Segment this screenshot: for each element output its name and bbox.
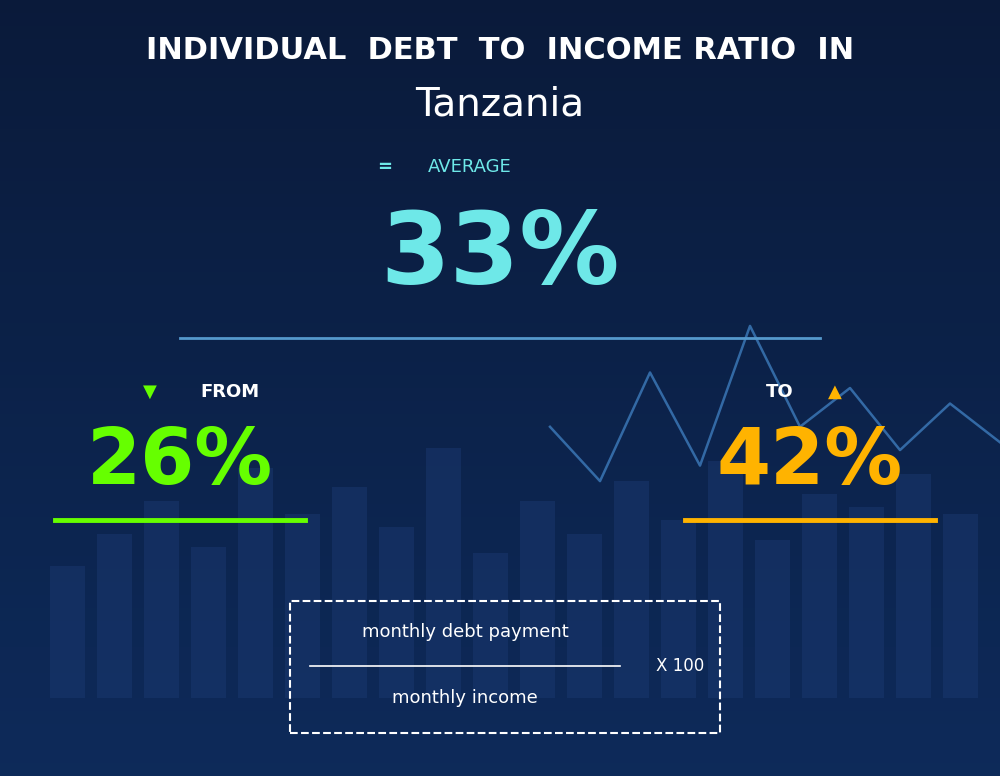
FancyBboxPatch shape — [896, 474, 931, 698]
FancyBboxPatch shape — [0, 246, 1000, 258]
FancyBboxPatch shape — [0, 0, 1000, 13]
FancyBboxPatch shape — [0, 116, 1000, 130]
FancyBboxPatch shape — [0, 530, 1000, 543]
FancyBboxPatch shape — [520, 501, 555, 698]
FancyBboxPatch shape — [0, 595, 1000, 608]
FancyBboxPatch shape — [0, 518, 1000, 530]
FancyBboxPatch shape — [708, 461, 743, 698]
FancyBboxPatch shape — [0, 556, 1000, 569]
FancyBboxPatch shape — [0, 452, 1000, 466]
FancyBboxPatch shape — [0, 220, 1000, 233]
Text: ▼: ▼ — [143, 383, 157, 401]
FancyBboxPatch shape — [0, 479, 1000, 491]
FancyBboxPatch shape — [0, 750, 1000, 763]
FancyBboxPatch shape — [0, 272, 1000, 285]
Text: 42%: 42% — [717, 424, 903, 500]
Text: Tanzania: Tanzania — [415, 86, 585, 123]
FancyBboxPatch shape — [0, 466, 1000, 479]
FancyBboxPatch shape — [755, 540, 790, 698]
FancyBboxPatch shape — [0, 646, 1000, 660]
Text: INDIVIDUAL  DEBT  TO  INCOME RATIO  IN: INDIVIDUAL DEBT TO INCOME RATIO IN — [146, 36, 854, 65]
FancyBboxPatch shape — [802, 494, 837, 698]
Text: monthly debt payment: monthly debt payment — [362, 623, 568, 642]
FancyBboxPatch shape — [144, 501, 179, 698]
FancyBboxPatch shape — [0, 724, 1000, 737]
Text: 26%: 26% — [87, 424, 273, 500]
FancyBboxPatch shape — [0, 258, 1000, 272]
FancyBboxPatch shape — [0, 155, 1000, 168]
FancyBboxPatch shape — [0, 401, 1000, 414]
FancyBboxPatch shape — [0, 660, 1000, 673]
Text: X 100: X 100 — [656, 656, 704, 675]
FancyBboxPatch shape — [0, 685, 1000, 698]
Text: monthly income: monthly income — [392, 689, 538, 708]
FancyBboxPatch shape — [0, 91, 1000, 103]
FancyBboxPatch shape — [849, 508, 884, 698]
Text: AVERAGE: AVERAGE — [428, 158, 512, 176]
FancyBboxPatch shape — [0, 78, 1000, 91]
FancyBboxPatch shape — [0, 233, 1000, 246]
FancyBboxPatch shape — [0, 543, 1000, 556]
FancyBboxPatch shape — [614, 480, 649, 698]
FancyBboxPatch shape — [285, 514, 320, 698]
FancyBboxPatch shape — [0, 142, 1000, 155]
FancyBboxPatch shape — [0, 26, 1000, 39]
FancyBboxPatch shape — [426, 448, 461, 698]
FancyBboxPatch shape — [0, 440, 1000, 452]
FancyBboxPatch shape — [943, 514, 978, 698]
FancyBboxPatch shape — [567, 534, 602, 698]
FancyBboxPatch shape — [0, 712, 1000, 724]
FancyBboxPatch shape — [0, 130, 1000, 142]
FancyBboxPatch shape — [0, 737, 1000, 750]
FancyBboxPatch shape — [0, 427, 1000, 440]
FancyBboxPatch shape — [0, 349, 1000, 362]
FancyBboxPatch shape — [0, 362, 1000, 375]
FancyBboxPatch shape — [0, 181, 1000, 194]
FancyBboxPatch shape — [379, 527, 414, 698]
FancyBboxPatch shape — [473, 553, 508, 698]
Text: FROM: FROM — [200, 383, 260, 401]
FancyBboxPatch shape — [0, 414, 1000, 427]
FancyBboxPatch shape — [0, 569, 1000, 582]
FancyBboxPatch shape — [50, 566, 85, 698]
FancyBboxPatch shape — [0, 297, 1000, 310]
FancyBboxPatch shape — [0, 194, 1000, 207]
FancyBboxPatch shape — [0, 13, 1000, 26]
FancyBboxPatch shape — [191, 546, 226, 698]
FancyBboxPatch shape — [238, 467, 273, 698]
FancyBboxPatch shape — [0, 52, 1000, 64]
Text: 33%: 33% — [380, 207, 620, 304]
FancyBboxPatch shape — [0, 491, 1000, 504]
Text: ▲: ▲ — [828, 383, 842, 401]
FancyBboxPatch shape — [0, 582, 1000, 595]
FancyBboxPatch shape — [0, 375, 1000, 388]
FancyBboxPatch shape — [0, 103, 1000, 116]
FancyBboxPatch shape — [661, 520, 696, 698]
FancyBboxPatch shape — [0, 698, 1000, 712]
FancyBboxPatch shape — [0, 324, 1000, 336]
FancyBboxPatch shape — [0, 168, 1000, 181]
FancyBboxPatch shape — [0, 608, 1000, 621]
FancyBboxPatch shape — [0, 621, 1000, 634]
FancyBboxPatch shape — [0, 504, 1000, 518]
FancyBboxPatch shape — [0, 39, 1000, 52]
FancyBboxPatch shape — [0, 310, 1000, 324]
FancyBboxPatch shape — [0, 634, 1000, 646]
FancyBboxPatch shape — [0, 207, 1000, 220]
FancyBboxPatch shape — [97, 534, 132, 698]
FancyBboxPatch shape — [0, 285, 1000, 297]
Text: =: = — [378, 158, 392, 176]
FancyBboxPatch shape — [0, 673, 1000, 685]
Text: TO: TO — [766, 383, 794, 401]
FancyBboxPatch shape — [0, 64, 1000, 78]
FancyBboxPatch shape — [332, 487, 367, 698]
FancyBboxPatch shape — [0, 388, 1000, 401]
FancyBboxPatch shape — [0, 763, 1000, 776]
FancyBboxPatch shape — [0, 336, 1000, 349]
